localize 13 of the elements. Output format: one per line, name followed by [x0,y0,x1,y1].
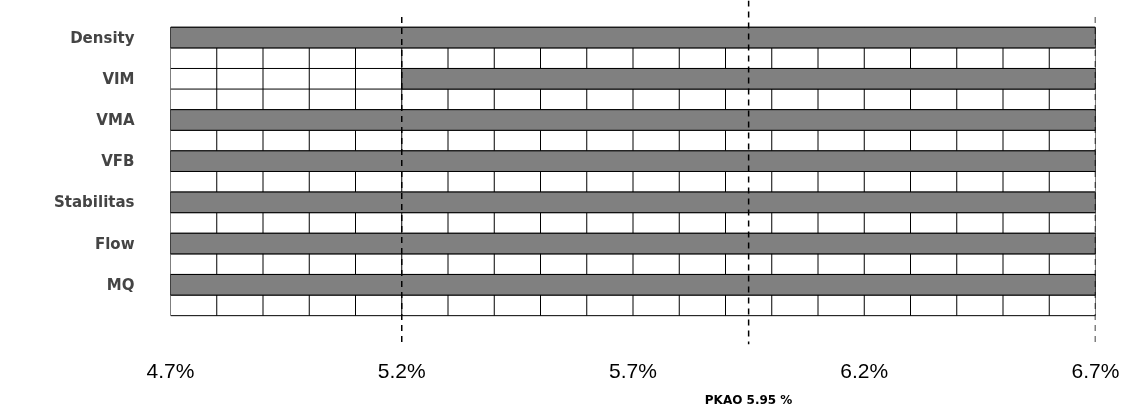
x-tick-label: 6.2% [840,358,889,382]
y-tick-label: Stabilitas [54,193,135,212]
y-tick-label: Flow [94,234,135,253]
x-tick-label: 5.7% [609,358,657,382]
y-tick-label: VIM [102,69,135,88]
x-tick-label: 5.2% [377,358,426,382]
x-tick-label: 6.7% [1071,358,1120,382]
x-tick-label: 4.7% [146,358,195,382]
y-tick-label: Density [70,28,135,47]
y-tick-label: MQ [106,275,135,294]
y-tick-label: VMA [96,110,135,129]
y-tick-label: VFB [101,152,135,171]
ref-line-label: PKAO 5.95 % [704,392,793,407]
